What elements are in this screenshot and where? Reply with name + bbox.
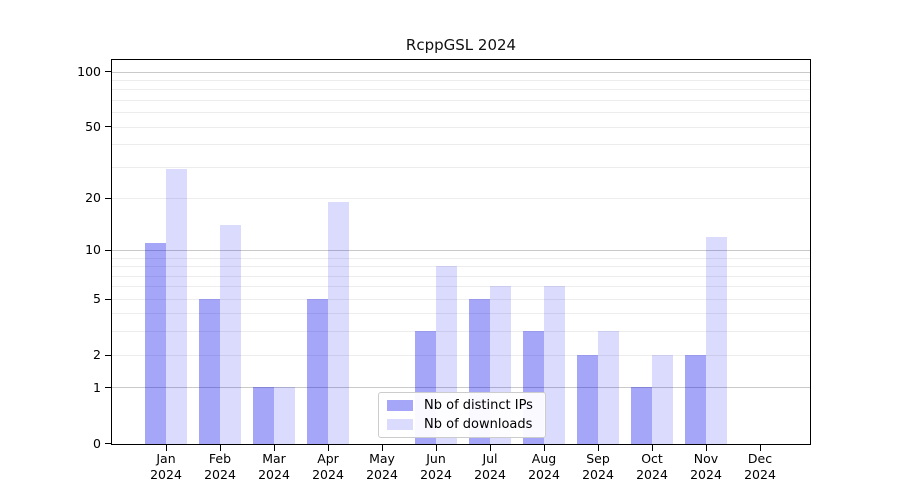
bar-distinct-ips bbox=[198, 298, 220, 444]
bar-downloads bbox=[219, 225, 241, 444]
gridline-minor bbox=[112, 112, 810, 114]
x-tick-mark bbox=[328, 445, 329, 451]
x-tick-mark bbox=[706, 445, 707, 451]
x-tick-mark bbox=[166, 445, 167, 451]
gridline-minor bbox=[112, 99, 810, 101]
legend-label: Nb of distinct IPs bbox=[424, 398, 533, 413]
y-tick-mark bbox=[105, 443, 111, 444]
x-tick-mark bbox=[436, 445, 437, 451]
legend-label: Nb of downloads bbox=[424, 417, 533, 432]
gridline-minor bbox=[112, 275, 810, 277]
gridline-minor bbox=[112, 286, 810, 288]
bar-downloads bbox=[327, 201, 349, 444]
y-tick-mark bbox=[105, 71, 111, 72]
chart-title: RcppGSL 2024 bbox=[405, 36, 517, 54]
bar-distinct-ips bbox=[576, 354, 598, 444]
x-tick-mark bbox=[598, 445, 599, 451]
gridline-major bbox=[112, 387, 810, 389]
y-tick-mark bbox=[105, 299, 111, 300]
bar-downloads bbox=[165, 169, 187, 444]
gridline-minor bbox=[112, 144, 810, 146]
y-tick-label: 1 bbox=[93, 380, 101, 395]
x-tick-mark bbox=[490, 445, 491, 451]
legend-swatch bbox=[387, 419, 413, 430]
x-tick-label: Nov 2024 bbox=[690, 451, 722, 482]
y-tick-label: 0 bbox=[93, 436, 101, 451]
gridline-minor bbox=[112, 89, 810, 91]
gridline-minor bbox=[112, 266, 810, 268]
bar-distinct-ips bbox=[144, 243, 166, 444]
plot-area bbox=[111, 59, 811, 445]
x-tick-mark bbox=[220, 445, 221, 451]
bar-downloads bbox=[543, 286, 565, 444]
bar-downloads bbox=[705, 236, 727, 444]
legend-item-downloads: Nb of downloads bbox=[387, 417, 533, 432]
bar-downloads bbox=[597, 331, 619, 444]
x-tick-mark bbox=[652, 445, 653, 451]
gridline-major bbox=[112, 250, 810, 251]
y-tick-label: 50 bbox=[85, 119, 101, 134]
legend: Nb of distinct IPs Nb of downloads bbox=[378, 392, 546, 438]
y-tick-mark bbox=[105, 387, 111, 388]
legend-swatch bbox=[387, 400, 413, 411]
gridline-minor bbox=[112, 354, 810, 356]
y-tick-mark bbox=[105, 250, 111, 251]
gridline-minor bbox=[112, 298, 810, 300]
gridline-minor bbox=[112, 331, 810, 333]
x-tick-label: May 2024 bbox=[366, 451, 398, 482]
gridline-minor bbox=[112, 313, 810, 315]
bar-downloads bbox=[273, 387, 295, 444]
gridline-minor bbox=[112, 126, 810, 128]
x-tick-label: Aug 2024 bbox=[528, 451, 560, 482]
y-tick-label: 100 bbox=[77, 64, 101, 79]
x-tick-label: Mar 2024 bbox=[258, 451, 290, 482]
y-tick-mark bbox=[105, 198, 111, 199]
bar-distinct-ips bbox=[630, 387, 652, 444]
y-tick-label: 2 bbox=[93, 347, 101, 362]
bar-downloads bbox=[651, 354, 673, 444]
bar-distinct-ips bbox=[684, 354, 706, 444]
legend-item-distinct-ips: Nb of distinct IPs bbox=[387, 398, 533, 413]
gridline-minor bbox=[112, 79, 810, 81]
x-tick-label: Apr 2024 bbox=[312, 451, 344, 482]
x-tick-label: Jul 2024 bbox=[474, 451, 506, 482]
gridline-minor bbox=[112, 197, 810, 199]
y-tick-mark bbox=[105, 355, 111, 356]
x-tick-mark bbox=[544, 445, 545, 451]
y-tick-label: 5 bbox=[93, 291, 101, 306]
gridline-minor bbox=[112, 257, 810, 259]
y-tick-mark bbox=[105, 126, 111, 127]
x-tick-label: Dec 2024 bbox=[744, 451, 776, 482]
x-tick-label: Sep 2024 bbox=[582, 451, 614, 482]
bar-distinct-ips bbox=[306, 298, 328, 444]
y-tick-label: 20 bbox=[85, 190, 101, 205]
x-tick-label: Oct 2024 bbox=[636, 451, 668, 482]
y-tick-label: 10 bbox=[85, 242, 101, 257]
gridline-minor bbox=[112, 166, 810, 168]
x-tick-mark bbox=[274, 445, 275, 451]
x-tick-mark bbox=[760, 445, 761, 451]
x-tick-label: Jun 2024 bbox=[420, 451, 452, 482]
x-tick-label: Jan 2024 bbox=[150, 451, 182, 482]
bar-distinct-ips bbox=[252, 387, 274, 444]
x-tick-mark bbox=[382, 445, 383, 451]
x-tick-label: Feb 2024 bbox=[204, 451, 236, 482]
gridline-major bbox=[112, 71, 810, 73]
